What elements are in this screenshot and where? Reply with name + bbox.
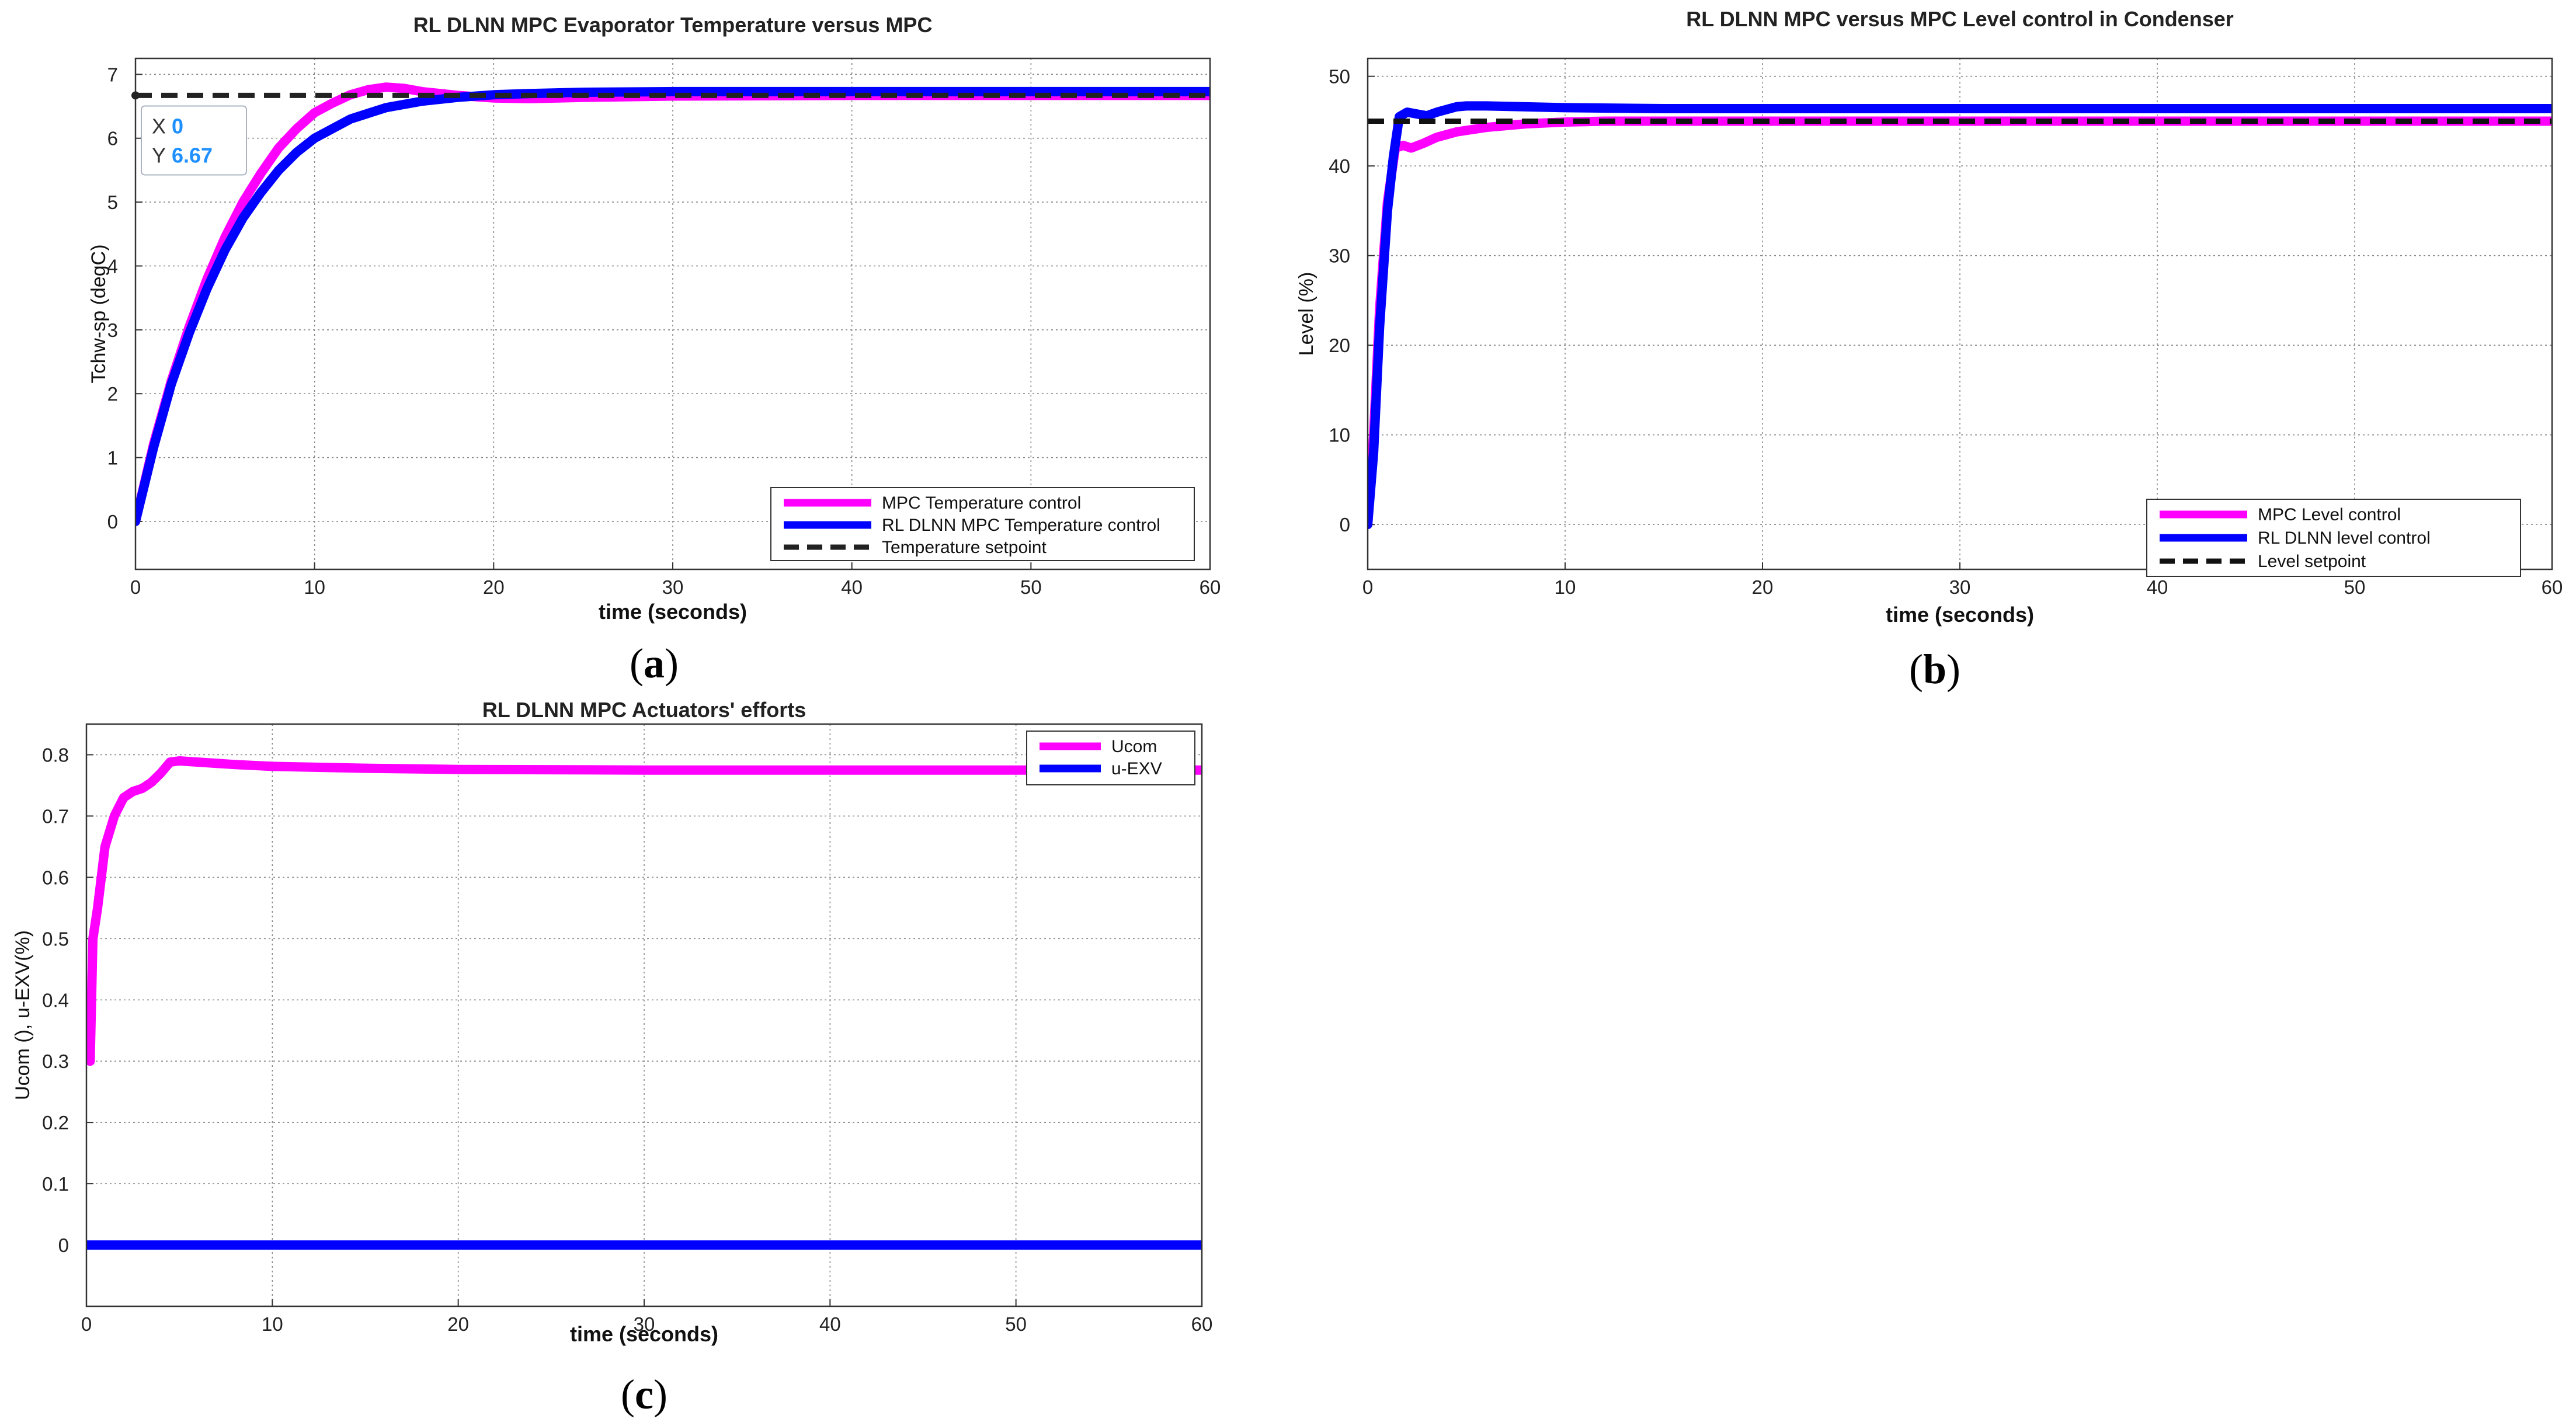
series-line-rl-dlnn-level-control	[1368, 101, 2552, 530]
x-tick-label: 60	[1191, 1313, 1213, 1335]
datatip-y-value: 6.67	[172, 143, 213, 167]
datatip-x-value: 0	[172, 114, 183, 138]
y-tick-label: 0.6	[42, 867, 69, 888]
y-tick-label: 0	[1340, 514, 1350, 535]
x-tick-label: 0	[1362, 576, 1373, 598]
panel-label: (b)	[1909, 646, 1960, 693]
x-tick-label: 20	[447, 1313, 469, 1335]
y-tick-label: 7	[107, 64, 118, 85]
y-tick-label: 10	[1329, 425, 1350, 446]
y-tick-label: 0.2	[42, 1112, 69, 1133]
series-group	[86, 756, 1202, 1250]
chart-title: RL DLNN MPC Evaporator Temperature versu…	[413, 13, 933, 37]
legend-entry: Temperature setpoint	[882, 538, 1047, 557]
chart-a: 0 10 20 30 40 50 60 0 1 2 3 4 5 6 7 RL DLNN MPC Evapora…	[88, 13, 1221, 687]
y-tick-label: 40	[1329, 155, 1350, 177]
series-group	[135, 82, 1210, 526]
legend-entry: MPC Level control	[2258, 505, 2401, 524]
series-line-ucom	[86, 756, 1202, 1066]
y-axis-label: Ucom (), u-EXV(%)	[12, 930, 34, 1100]
x-tick-label: 50	[2344, 576, 2366, 598]
y-tick-label: 0.1	[42, 1173, 69, 1195]
datatip-y-label: Y	[152, 143, 166, 167]
y-tick-label: 0.4	[42, 989, 69, 1011]
panel-label: (c)	[621, 1371, 668, 1418]
legend-entry: u-EXV	[1111, 759, 1162, 778]
y-tick-label: 0	[58, 1234, 69, 1256]
legend: Ucom u-EXV	[1026, 731, 1195, 785]
datatip-x-label: X	[152, 114, 166, 138]
plot-area	[1368, 58, 2552, 569]
y-tick-label: 0.5	[42, 928, 69, 949]
y-tick-label: 0.8	[42, 744, 69, 766]
x-axis-label: time (seconds)	[1886, 603, 2034, 627]
x-tick-label: 40	[841, 576, 863, 598]
panel-letter: a	[644, 640, 665, 687]
x-tick-label: 30	[634, 1313, 655, 1335]
x-axis-label: time (seconds)	[570, 1322, 718, 1346]
y-tick-label: 6	[107, 128, 118, 149]
y-tick-label: 2	[107, 383, 118, 405]
legend-box	[1026, 731, 1195, 785]
y-tick-label: 30	[1329, 245, 1350, 267]
datatip[interactable]: X 0Y 6.67	[131, 91, 247, 176]
x-tick-label: 50	[1005, 1313, 1027, 1335]
x-axis-label: time (seconds)	[599, 600, 747, 624]
series-group	[1368, 101, 2552, 530]
x-tick-label: 10	[262, 1313, 283, 1335]
plot-frame	[85, 723, 1203, 1307]
x-tick-label: 60	[2542, 576, 2563, 598]
x-tick-label: 20	[483, 576, 505, 598]
legend-entry: Ucom	[1111, 737, 1157, 756]
panel-letter: b	[1923, 646, 1946, 693]
legend-entry: RL DLNN MPC Temperature control	[882, 516, 1160, 535]
legend-entry: MPC Temperature control	[882, 493, 1081, 513]
datatip-marker	[131, 91, 140, 100]
datatip-box	[141, 105, 247, 176]
x-tick-label: 0	[81, 1313, 92, 1335]
chart-b: 0 10 20 30 40 50 60 0 10 20 30 40 50 RL DLNN MPC vers…	[1295, 7, 2563, 693]
series-line-rl-dlnn-mpc-temperature-control	[135, 86, 1210, 526]
y-axis-label: Level (%)	[1295, 272, 1317, 356]
y-tick-label: 4	[107, 255, 118, 277]
x-tick-label: 60	[1200, 576, 1221, 598]
x-tick-label: 0	[130, 576, 141, 598]
x-tick-label: 40	[2147, 576, 2168, 598]
y-tick-label: 1	[107, 447, 118, 469]
y-axis-label: Tchw-sp (degC)	[88, 244, 110, 383]
chart-title: RL DLNN MPC Actuators' efforts	[482, 698, 806, 722]
x-tick-label: 10	[304, 576, 325, 598]
legend-entry: RL DLNN level control	[2258, 528, 2431, 548]
chart-c: 0 10 20 30 40 50 60 0 0.1 0.2 0.3 0.4 0.5 0.6 0.7 0.8 RL…	[12, 698, 1212, 1418]
y-tick-label: 5	[107, 192, 118, 213]
legend-entry: Level setpoint	[2258, 552, 2366, 571]
x-tick-label: 50	[1020, 576, 1042, 598]
y-tick-label: 20	[1329, 335, 1350, 356]
legend: MPC Level control RL DLNN level control Le…	[2146, 499, 2521, 577]
y-tick-label: 0	[107, 511, 118, 533]
panel-label: (a)	[630, 640, 679, 687]
y-tick-label: 0.3	[42, 1051, 69, 1072]
plot-frame	[134, 57, 1211, 571]
y-tick-label: 50	[1329, 66, 1350, 88]
x-tick-label: 30	[1949, 576, 1971, 598]
legend: MPC Temperature control RL DLNN MPC Tempe…	[770, 487, 1195, 561]
y-tick-label: 0.7	[42, 805, 69, 827]
plot-frame	[1367, 57, 2553, 571]
x-tick-label: 10	[1555, 576, 1576, 598]
x-tick-label: 20	[1752, 576, 1774, 598]
y-tick-label: 3	[107, 319, 118, 341]
x-tick-label: 30	[662, 576, 684, 598]
x-tick-label: 40	[819, 1313, 841, 1335]
panel-letter: c	[635, 1371, 653, 1418]
chart-title: RL DLNN MPC versus MPC Level control in …	[1686, 7, 2234, 31]
